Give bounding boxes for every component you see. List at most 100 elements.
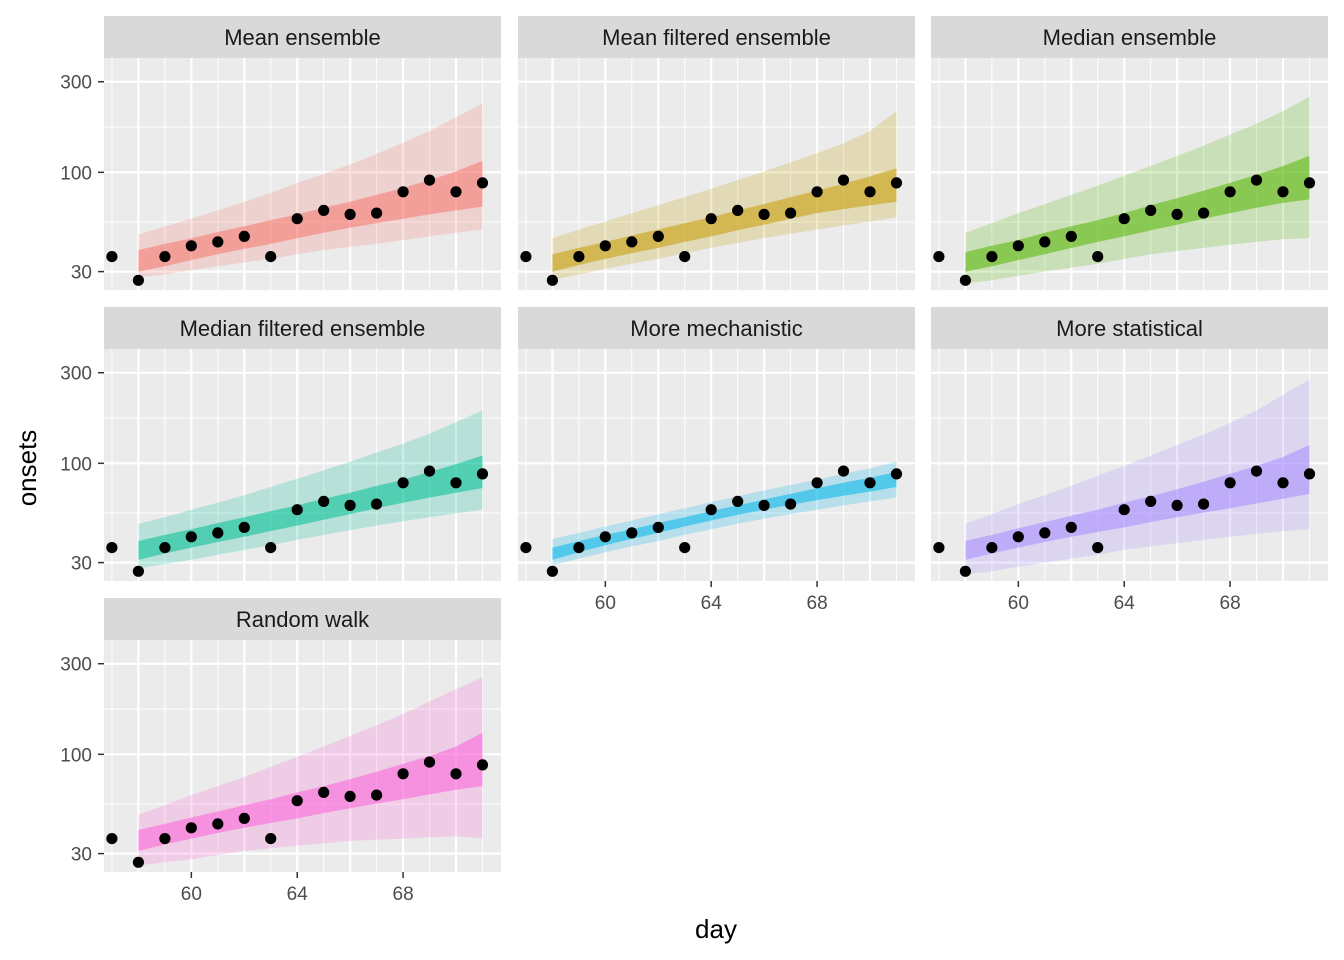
observed-point xyxy=(106,542,118,554)
observed-point xyxy=(423,756,436,768)
facet-panel: More mechanistic 60 64 68 xyxy=(518,307,915,614)
observed-point xyxy=(476,177,489,189)
observed-point xyxy=(371,498,383,510)
observed-point xyxy=(265,251,277,263)
observed-point xyxy=(933,542,945,554)
facet-title: Median ensemble xyxy=(1043,25,1217,50)
forecast-ribbon-50 xyxy=(965,155,1310,272)
observed-point xyxy=(132,856,144,868)
observed-point xyxy=(1198,498,1210,510)
y-tick-label: 30 xyxy=(71,263,92,284)
facet-panel: Random walk 30 100 300 60 64 68 xyxy=(60,598,501,905)
observed-point xyxy=(959,565,972,577)
observed-point xyxy=(1039,527,1051,539)
observed-point xyxy=(159,833,171,845)
facet-strip xyxy=(931,307,1328,349)
observed-point xyxy=(785,207,797,219)
observed-point xyxy=(573,251,585,263)
observed-point xyxy=(1145,204,1157,216)
observed-point xyxy=(890,468,903,480)
facet-strip xyxy=(104,16,501,58)
observed-point xyxy=(450,477,462,489)
x-tick-label: 68 xyxy=(393,884,414,905)
x-tick-label: 68 xyxy=(807,593,828,614)
observed-point xyxy=(132,565,144,577)
observed-point xyxy=(1198,207,1210,219)
observed-point xyxy=(986,542,998,554)
observed-point xyxy=(1224,186,1236,198)
observed-point xyxy=(185,240,197,252)
observed-point xyxy=(837,174,850,186)
forecast-ribbon-50 xyxy=(552,472,897,560)
facet-panel: Mean ensemble 30 100 300 xyxy=(60,16,501,290)
observed-point xyxy=(573,542,585,554)
facet-title: Mean filtered ensemble xyxy=(602,25,831,50)
observed-point xyxy=(265,833,277,845)
observed-point xyxy=(864,186,876,198)
observed-point xyxy=(291,213,303,225)
facet-panels: Mean ensemble 30 100 300 Mean filtered ensem… xyxy=(60,16,1328,905)
observed-point xyxy=(397,477,409,489)
observed-point xyxy=(106,251,118,263)
observed-point xyxy=(1224,477,1236,489)
observed-point xyxy=(705,213,717,225)
observed-point xyxy=(238,230,250,242)
x-tick-label: 60 xyxy=(181,884,202,905)
forecast-ribbon-50 xyxy=(138,160,483,272)
facet-strip xyxy=(518,307,915,349)
facet-title: More statistical xyxy=(1056,316,1203,341)
observed-point xyxy=(1171,499,1183,511)
observed-point xyxy=(1118,504,1130,516)
observed-point xyxy=(371,207,383,219)
observed-point xyxy=(1012,240,1024,252)
observed-point xyxy=(1092,542,1104,554)
observed-point xyxy=(371,789,383,801)
observed-point xyxy=(132,274,144,286)
observed-point xyxy=(159,542,171,554)
facet-panel: More statistical 60 64 68 xyxy=(931,307,1328,614)
observed-point xyxy=(212,527,224,539)
observed-point xyxy=(758,499,770,511)
facet-panel: Mean filtered ensemble xyxy=(518,16,915,290)
observed-point xyxy=(546,274,559,286)
observed-point xyxy=(212,818,224,830)
observed-point xyxy=(1145,495,1157,507)
y-tick-label: 300 xyxy=(60,73,92,94)
y-tick-label: 100 xyxy=(60,163,92,184)
observed-point xyxy=(1171,208,1183,220)
y-tick-label: 100 xyxy=(60,454,92,475)
forecast-ribbon-50 xyxy=(138,455,483,560)
observed-point xyxy=(732,204,744,216)
x-tick-label: 64 xyxy=(287,884,309,905)
observed-point xyxy=(1277,477,1289,489)
facet-title: Random walk xyxy=(236,607,370,632)
observed-point xyxy=(933,251,945,263)
facet-title: Median filtered ensemble xyxy=(180,316,426,341)
observed-point xyxy=(212,236,224,248)
observed-point xyxy=(423,465,436,477)
observed-point xyxy=(520,542,532,554)
observed-point xyxy=(344,790,356,803)
x-tick-label: 60 xyxy=(1008,593,1029,614)
observed-point xyxy=(811,186,823,198)
observed-point xyxy=(705,504,717,516)
observed-point xyxy=(599,240,611,252)
y-tick-label: 30 xyxy=(71,554,92,575)
observed-point xyxy=(652,521,664,534)
observed-point xyxy=(318,495,330,507)
facet-strip xyxy=(104,307,501,349)
observed-point xyxy=(732,495,744,507)
observed-point xyxy=(476,759,489,771)
x-tick-label: 60 xyxy=(595,593,616,614)
observed-point xyxy=(344,208,356,220)
observed-point xyxy=(758,208,770,220)
observed-point xyxy=(1092,251,1104,263)
observed-point xyxy=(626,236,638,248)
observed-point xyxy=(652,230,664,242)
observed-point xyxy=(785,498,797,510)
facet-strip xyxy=(931,16,1328,58)
facet-title: Mean ensemble xyxy=(224,25,381,50)
observed-point xyxy=(599,531,611,543)
x-axis-title: day xyxy=(695,914,737,944)
